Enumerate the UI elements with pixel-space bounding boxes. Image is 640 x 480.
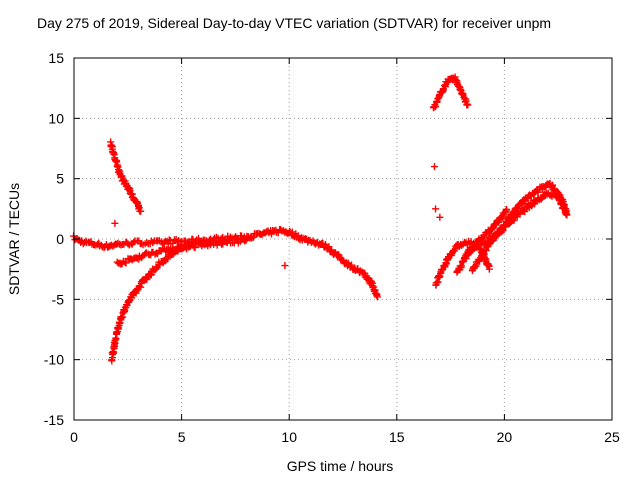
data-point (288, 228, 296, 236)
y-tick-label: 5 (56, 171, 64, 187)
series-recovery-from-minimum (108, 239, 196, 365)
data-point (463, 252, 471, 260)
data-point (373, 293, 381, 301)
x-tick-label: 25 (604, 429, 620, 445)
data-point (241, 237, 249, 245)
data-point (485, 265, 493, 273)
data-point (563, 211, 571, 219)
x-tick-label: 20 (497, 429, 513, 445)
series-isolated-points (111, 163, 444, 270)
data-point (281, 262, 289, 270)
y-tick-label: 10 (48, 110, 64, 126)
x-tick-label: 10 (281, 429, 297, 445)
data-point (348, 261, 356, 269)
data-point (510, 208, 518, 216)
y-axis-label: SDTVAR / TECUs (6, 183, 22, 295)
data-point (137, 207, 145, 215)
axis-ticks: 0 5 10 15 20 25 -15 -10 -5 0 5 10 15 (44, 50, 620, 445)
series-arc (429, 73, 472, 112)
chart-title: Day 275 of 2019, Sidereal Day-to-day VTE… (37, 15, 551, 31)
x-axis-label: GPS time / hours (287, 458, 394, 474)
data-point (111, 219, 119, 227)
data-point (143, 239, 151, 247)
grid (74, 58, 612, 420)
data-point (521, 208, 529, 216)
data-point (242, 236, 250, 244)
data-point (495, 229, 503, 237)
data-point (464, 251, 472, 259)
data-point (118, 314, 126, 322)
data-point (457, 262, 465, 270)
data-point (432, 205, 440, 213)
data-point (123, 301, 131, 309)
x-tick-label: 15 (389, 429, 405, 445)
data-point (464, 101, 472, 109)
data-point (432, 103, 440, 111)
series-descending-tail (321, 240, 381, 301)
data-points (70, 73, 571, 365)
data-point (488, 224, 496, 232)
y-tick-label: -10 (44, 352, 64, 368)
data-point (436, 213, 444, 221)
series-lower-branch (113, 235, 250, 268)
y-tick-label: -5 (52, 291, 65, 307)
y-tick-label: -15 (44, 412, 64, 428)
data-point (113, 329, 121, 337)
data-point (430, 163, 438, 171)
data-point (537, 195, 545, 203)
x-tick-label: 0 (70, 429, 78, 445)
data-point (122, 259, 130, 267)
x-tick-label: 5 (178, 429, 186, 445)
y-tick-label: 0 (56, 231, 64, 247)
data-point (497, 225, 505, 233)
series-lower-arc (453, 240, 493, 276)
data-point (503, 206, 511, 214)
y-tick-label: 15 (48, 50, 64, 66)
series-steep-descent (107, 138, 145, 215)
data-point (191, 244, 199, 252)
data-point (108, 142, 116, 150)
data-point (130, 238, 138, 246)
